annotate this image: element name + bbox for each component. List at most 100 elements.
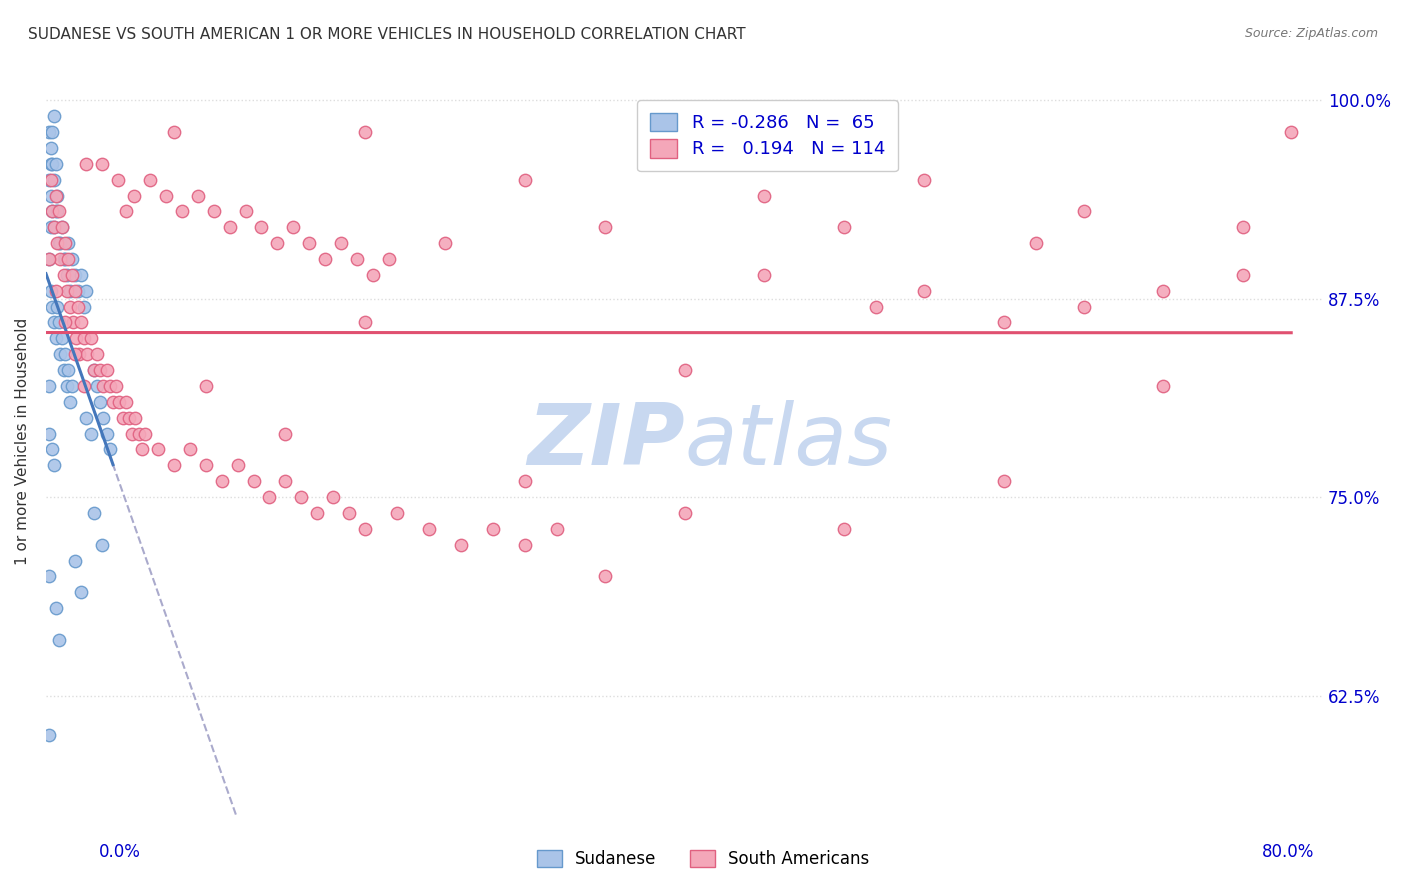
Point	[330, 236, 353, 251]
Point	[546, 522, 568, 536]
Point	[75, 410, 97, 425]
Point	[48, 236, 70, 251]
Point	[63, 284, 86, 298]
Point	[45, 331, 67, 345]
Point	[93, 410, 115, 425]
Point	[73, 379, 96, 393]
Point	[39, 172, 62, 186]
Point	[42, 316, 65, 330]
Point	[163, 458, 186, 473]
Point	[170, 204, 193, 219]
Point	[354, 125, 377, 139]
Point	[1025, 236, 1047, 251]
Point	[128, 426, 150, 441]
Point	[42, 172, 65, 186]
Point	[63, 268, 86, 282]
Point	[46, 300, 69, 314]
Point	[49, 252, 72, 266]
Point	[418, 522, 440, 536]
Point	[45, 204, 67, 219]
Point	[1279, 125, 1302, 139]
Point	[98, 379, 121, 393]
Point	[283, 220, 305, 235]
Point	[1073, 204, 1095, 219]
Point	[41, 157, 63, 171]
Point	[41, 300, 63, 314]
Point	[46, 188, 69, 202]
Point	[63, 553, 86, 567]
Text: Source: ZipAtlas.com: Source: ZipAtlas.com	[1244, 27, 1378, 40]
Point	[83, 363, 105, 377]
Point	[513, 474, 536, 488]
Point	[90, 538, 112, 552]
Point	[45, 188, 67, 202]
Point	[361, 268, 384, 282]
Legend: Sudanese, South Americans: Sudanese, South Americans	[530, 843, 876, 875]
Point	[912, 172, 935, 186]
Point	[38, 569, 60, 583]
Point	[378, 252, 401, 266]
Point	[53, 236, 76, 251]
Text: SUDANESE VS SOUTH AMERICAN 1 OR MORE VEHICLES IN HOUSEHOLD CORRELATION CHART: SUDANESE VS SOUTH AMERICAN 1 OR MORE VEH…	[28, 27, 745, 42]
Point	[38, 172, 60, 186]
Point	[63, 347, 86, 361]
Point	[70, 316, 93, 330]
Point	[354, 316, 377, 330]
Point	[290, 490, 312, 504]
Point	[90, 157, 112, 171]
Point	[41, 204, 63, 219]
Point	[118, 410, 141, 425]
Point	[105, 379, 128, 393]
Point	[52, 252, 75, 266]
Point	[266, 236, 288, 251]
Point	[60, 268, 83, 282]
Point	[163, 125, 186, 139]
Point	[45, 284, 67, 298]
Point	[211, 474, 233, 488]
Point	[60, 252, 83, 266]
Point	[124, 410, 146, 425]
Point	[202, 204, 225, 219]
Point	[59, 395, 82, 409]
Point	[83, 363, 105, 377]
Point	[107, 172, 129, 186]
Point	[673, 363, 696, 377]
Point	[89, 363, 111, 377]
Point	[307, 506, 329, 520]
Point	[65, 331, 87, 345]
Point	[70, 268, 93, 282]
Point	[55, 284, 77, 298]
Point	[79, 331, 101, 345]
Point	[134, 426, 156, 441]
Point	[79, 426, 101, 441]
Point	[114, 204, 136, 219]
Text: 80.0%: 80.0%	[1263, 843, 1315, 861]
Point	[593, 220, 616, 235]
Point	[194, 379, 217, 393]
Point	[73, 300, 96, 314]
Point	[55, 379, 77, 393]
Point	[49, 347, 72, 361]
Point	[39, 141, 62, 155]
Point	[111, 410, 134, 425]
Point	[218, 220, 240, 235]
Point	[1153, 284, 1175, 298]
Point	[513, 538, 536, 552]
Point	[46, 236, 69, 251]
Point	[76, 347, 98, 361]
Point	[58, 252, 80, 266]
Point	[39, 220, 62, 235]
Point	[114, 395, 136, 409]
Point	[58, 363, 80, 377]
Point	[66, 300, 89, 314]
Point	[42, 220, 65, 235]
Point	[83, 506, 105, 520]
Point	[513, 172, 536, 186]
Point	[42, 109, 65, 123]
Point	[346, 252, 368, 266]
Point	[754, 188, 776, 202]
Point	[274, 474, 297, 488]
Point	[39, 157, 62, 171]
Point	[59, 300, 82, 314]
Point	[41, 442, 63, 457]
